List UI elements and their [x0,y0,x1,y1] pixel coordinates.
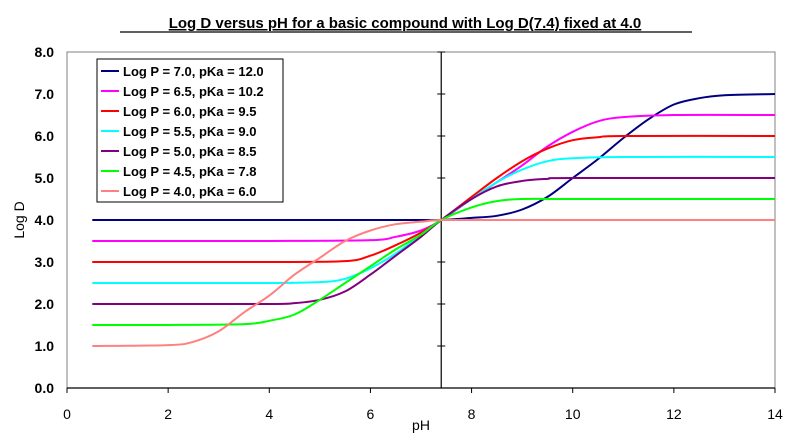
series-line-5 [92,176,776,306]
y-tick-label: 4.0 [35,212,55,228]
y-tick-label: 1.0 [35,338,55,354]
y-tick-label: 3.0 [35,254,55,270]
legend-entry: Log P = 5.0, pKa = 8.5 [123,144,256,159]
x-tick-label: 2 [164,406,172,422]
legend-entry: Log P = 4.5, pKa = 7.8 [123,164,256,179]
legend-entry: Log P = 6.5, pKa = 10.2 [123,84,264,99]
x-tick-label: 4 [265,406,273,422]
x-tick-label: 8 [468,406,476,422]
y-axis-label: Log D [11,201,27,238]
series-line-7 [92,218,775,347]
legend-entry: Log P = 4.0, pKa = 6.0 [123,184,256,199]
y-tick-label: 2.0 [35,296,55,312]
y-tick-label: 0.0 [35,380,55,396]
y-tick-label: 8.0 [35,44,55,60]
legend-entry: Log P = 6.0, pKa = 9.5 [123,104,256,119]
y-tick-label: 7.0 [35,86,55,102]
y-tick-label: 5.0 [35,170,55,186]
legend-entry: Log P = 5.5, pKa = 9.0 [123,124,256,139]
legend: Log P = 7.0, pKa = 12.0 Log P = 6.5, pKa … [96,58,284,203]
x-axis-label: pH [412,417,430,433]
legend-box [96,58,284,203]
x-tick-label: 14 [767,406,783,422]
chart-title: Log D versus pH for a basic compound wit… [169,15,642,32]
series-line-6 [92,197,775,327]
legend-entry: Log P = 7.0, pKa = 12.0 [123,64,264,79]
x-tick-label: 0 [63,406,71,422]
x-tick-label: 10 [565,406,581,422]
y-tick-label: 6.0 [35,128,55,144]
x-tick-label: 6 [367,406,375,422]
series-line-1 [92,93,776,222]
x-tick-label: 12 [666,406,682,422]
